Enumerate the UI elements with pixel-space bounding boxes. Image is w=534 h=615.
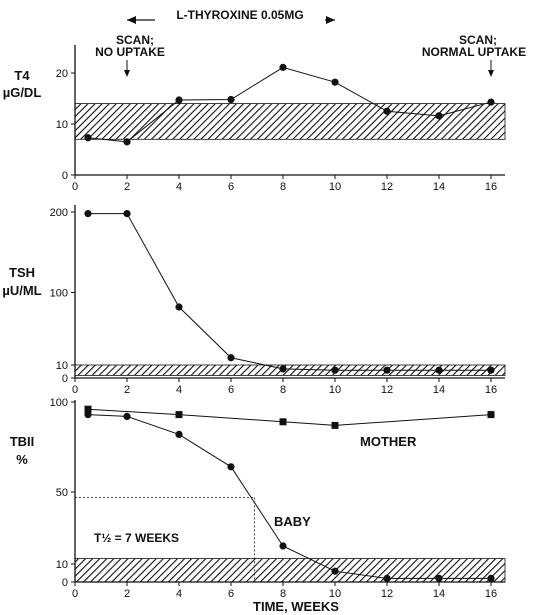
data-point (383, 366, 391, 374)
y-tick-label: 0 (62, 170, 68, 182)
x-tick-label: 12 (381, 588, 393, 600)
x-tick-label: 10 (329, 181, 341, 193)
y-tick-label: 10 (56, 360, 68, 372)
x-tick-label: 8 (280, 588, 286, 600)
data-point (227, 95, 235, 104)
data-point (435, 574, 443, 583)
y-axis-label: T4 (14, 68, 30, 83)
x-tick-label: 6 (228, 384, 234, 396)
data-point (279, 542, 287, 550)
data-point (123, 138, 131, 146)
x-tick-label: 2 (124, 384, 130, 396)
panel-1: 0 2 4 6 8 10 12 14 16 0 10 20 T4 µG/DL L-THYROXINE 0.0… (3, 6, 526, 193)
x-tick-label: 2 (124, 181, 130, 193)
x-tick-label: 10 (329, 588, 341, 600)
series-line-mother (87, 408, 492, 426)
data-point (84, 210, 92, 218)
data-point (487, 574, 495, 583)
scan-right-arrowhead (488, 70, 494, 77)
data-point (383, 574, 391, 583)
normal-range-band (74, 103, 506, 140)
y-axis-label: TSH (9, 265, 35, 280)
scan-right-label-1: SCAN; (459, 33, 497, 47)
x-tick-label: 0 (72, 384, 78, 396)
data-point-square (279, 418, 287, 426)
y-axis-label: TBII (10, 434, 35, 449)
y-tick-label: 50 (56, 487, 68, 499)
x-tick-label: 14 (433, 181, 445, 193)
y-tick-label: 0 (62, 373, 68, 385)
x-tick-label: 4 (176, 181, 182, 193)
data-point-square (84, 405, 92, 413)
x-tick-label: 16 (485, 181, 497, 193)
data-point (331, 78, 339, 86)
y-axis-unit: % (16, 452, 28, 467)
data-point-square (487, 411, 495, 419)
data-point (435, 366, 443, 374)
series-line-baby (87, 414, 491, 579)
data-point-square (331, 421, 339, 429)
y-tick-label: 100 (50, 397, 68, 409)
y-tick-label: 0 (62, 577, 68, 589)
data-point (331, 366, 339, 374)
data-point (175, 303, 183, 311)
y-tick-label: 100 (50, 288, 68, 300)
x-tick-label: 14 (433, 384, 445, 396)
data-point (175, 96, 183, 104)
scan-left-label-2: NO UPTAKE (95, 45, 165, 59)
x-tick-label: 16 (485, 384, 497, 396)
data-point (279, 63, 287, 71)
drug-bar-arrow-right (326, 16, 335, 24)
data-point (175, 430, 183, 438)
x-tick-label: 8 (280, 181, 286, 193)
data-point-square (175, 411, 183, 419)
data-point (123, 412, 131, 420)
y-tick-label: 10 (56, 559, 68, 571)
x-tick-label: 12 (381, 384, 393, 396)
x-tick-label: 10 (329, 384, 341, 396)
half-life-label: T½ = 7 WEEKS (94, 531, 179, 545)
scan-left-label-1: SCAN; (116, 33, 154, 47)
series-line (88, 213, 491, 371)
data-point (331, 567, 339, 575)
y-axis-unit: µG/DL (3, 85, 42, 100)
data-point (84, 411, 92, 419)
data-point (123, 210, 131, 218)
data-point (487, 366, 495, 374)
data-point (383, 107, 391, 115)
x-tick-label: 4 (176, 588, 182, 600)
series-label-mother: MOTHER (360, 434, 417, 449)
scan-left-arrowhead (124, 70, 130, 77)
drug-bar-arrow-left (127, 16, 136, 24)
x-tick-label: 14 (433, 588, 445, 600)
y-tick-label: 200 (50, 207, 68, 219)
data-point (84, 134, 92, 142)
data-point (279, 365, 287, 373)
x-tick-label: 12 (381, 181, 393, 193)
x-tick-label: 8 (280, 384, 286, 396)
x-tick-label: 6 (228, 181, 234, 193)
drug-bar-label-bg (155, 6, 325, 24)
x-tick-label: 4 (176, 384, 182, 396)
x-axis-label: TIME, WEEKS (253, 599, 339, 614)
data-point (487, 98, 495, 106)
x-tick-label: 0 (72, 588, 78, 600)
x-tick-label: 0 (72, 181, 78, 193)
y-axis-unit: µU/ML (2, 283, 41, 298)
data-point (227, 463, 235, 471)
data-point (227, 354, 235, 362)
drug-bar-label: L-THYROXINE 0.05MG (176, 8, 303, 22)
x-tick-label: 16 (485, 588, 497, 600)
x-tick-label: 2 (124, 588, 130, 600)
y-tick-label: 20 (56, 68, 68, 80)
panel-3: 0 2 4 6 8 10 12 14 16 0 10 50 100 TBII% TIME, WEEKS MOT… (10, 397, 506, 614)
x-tick-label: 6 (228, 588, 234, 600)
data-point (435, 112, 443, 120)
y-tick-label: 10 (56, 119, 68, 131)
scan-right-label-2: NORMAL UPTAKE (422, 45, 526, 59)
series-label-baby: BABY (274, 514, 311, 529)
